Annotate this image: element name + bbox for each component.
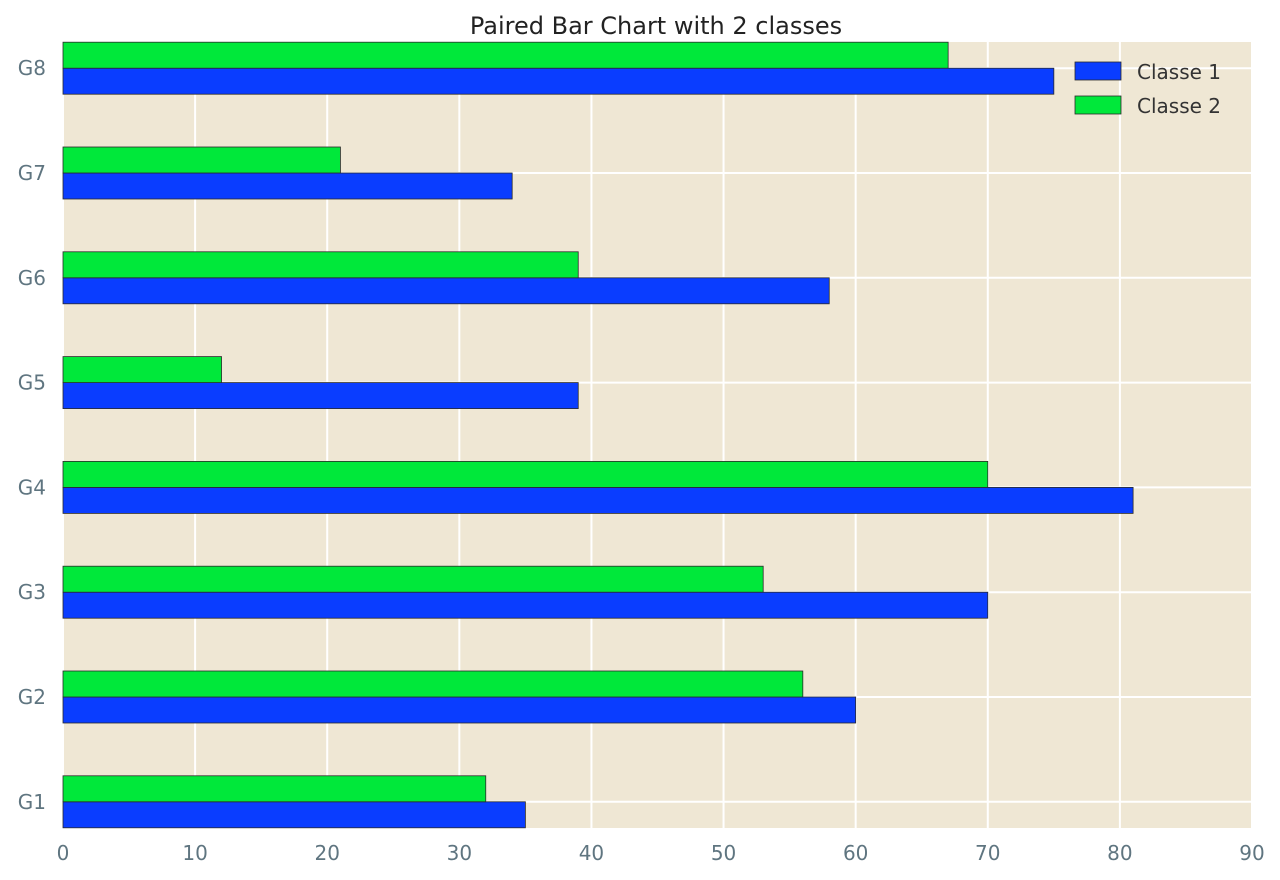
y-tick-label: G7 [18,161,46,185]
x-tick-label: 10 [182,841,207,865]
y-tick-label: G8 [18,56,46,80]
bar-classe-1-g1 [62,801,526,829]
y-tick-label: G4 [18,475,46,499]
bar-classe-1-g2 [62,696,857,724]
x-tick-label: 70 [975,841,1000,865]
legend-swatch [1074,61,1122,81]
legend: Classe 1 Classe 2 [1074,60,1221,118]
x-tick-label: 20 [314,841,339,865]
bar-classe-1-g6 [62,277,830,305]
y-tick-label: G1 [18,790,46,814]
legend-label: Classe 1 [1137,60,1221,84]
x-tick-label: 80 [1107,841,1132,865]
bar-classe-2-g1 [62,775,487,803]
legend-label: Classe 2 [1137,94,1221,118]
bar-classe-1-g8 [62,67,1055,95]
bar-classe-2-g6 [62,251,579,279]
y-tick-label: G5 [18,371,46,395]
bar-classe-1-g5 [62,382,579,410]
x-tick-label: 30 [447,841,472,865]
x-tick-labels: 0 10 20 30 40 50 60 70 80 90 [57,841,1265,865]
bars [62,41,1134,829]
bar-classe-2-g4 [62,460,989,488]
chart-title: Paired Bar Chart with 2 classes [470,12,842,40]
bar-classe-2-g3 [62,565,764,593]
bar-classe-2-g8 [62,41,949,69]
x-tick-label: 0 [57,841,70,865]
bar-classe-1-g3 [62,591,989,619]
x-tick-label: 90 [1239,841,1264,865]
y-tick-label: G6 [18,266,46,290]
x-tick-label: 40 [579,841,604,865]
bar-classe-1-g7 [62,172,513,200]
bar-classe-2-g5 [62,356,222,384]
y-tick-label: G3 [18,580,46,604]
bar-classe-2-g7 [62,146,341,174]
bar-classe-2-g2 [62,670,804,698]
bar-classe-1-g4 [62,486,1134,514]
x-tick-label: 50 [711,841,736,865]
y-tick-labels: G1 G2 G3 G4 G5 G6 G7 G8 [18,56,46,814]
y-tick-label: G2 [18,685,46,709]
legend-swatch [1074,95,1122,115]
x-tick-label: 60 [843,841,868,865]
